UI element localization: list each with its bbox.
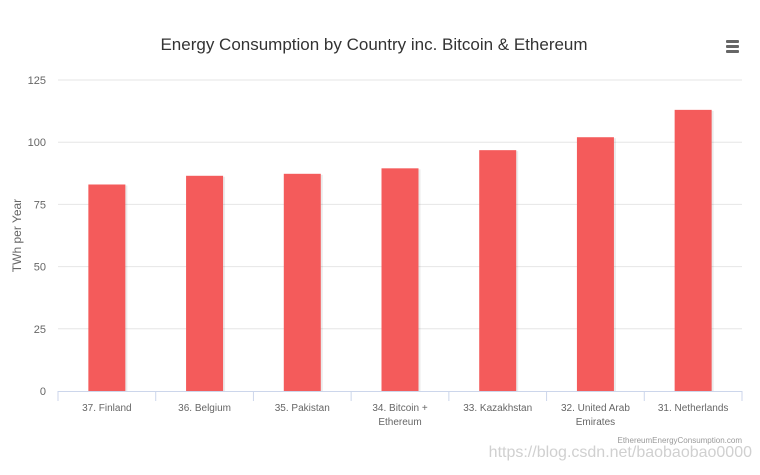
y-tick-label: 75	[34, 199, 46, 211]
y-tick-label: 125	[28, 75, 46, 87]
x-tick-label-line: 31. Netherlands	[658, 403, 729, 414]
y-tick-label: 50	[34, 262, 46, 274]
chart-title: Energy Consumption by Country inc. Bitco…	[160, 35, 587, 54]
menu-line-icon	[726, 45, 739, 48]
bar	[381, 168, 419, 391]
x-tick-label-line: Emirates	[576, 417, 615, 428]
x-tick-label: 35. Pakistan	[275, 403, 330, 414]
menu-line-icon	[726, 50, 739, 53]
chart-menu-button[interactable]	[726, 40, 740, 54]
chart-credits: EthereumEnergyConsumption.com	[617, 436, 742, 445]
x-tick-label-line: 37. Finland	[82, 403, 131, 414]
x-tick-label: 31. Netherlands	[658, 403, 729, 414]
bar	[88, 184, 126, 391]
x-tick-label-line: Ethereum	[378, 417, 421, 428]
x-tick-label-line: 32. United Arab	[561, 403, 630, 414]
x-tick-label-line: 36. Belgium	[178, 403, 231, 414]
menu-line-icon	[726, 40, 739, 43]
bar	[576, 137, 614, 391]
y-axis-label: TWh per Year	[10, 199, 24, 272]
x-tick-label-line: 33. Kazakhstan	[463, 403, 532, 414]
bar	[186, 175, 224, 391]
x-tick-label: 36. Belgium	[178, 403, 231, 414]
bar	[479, 150, 517, 391]
x-tick-label: 37. Finland	[82, 403, 131, 414]
bar	[283, 173, 321, 391]
x-tick-label-line: 35. Pakistan	[275, 403, 330, 414]
x-tick-label: 33. Kazakhstan	[463, 403, 532, 414]
x-tick-label: 34. Bitcoin + Ethereum	[372, 403, 427, 428]
y-tick-label: 100	[28, 137, 46, 149]
x-tick-label: 32. United Arab Emirates	[561, 403, 630, 428]
y-tick-label: 25	[34, 324, 46, 336]
source-watermark: https://blog.csdn.net/baobaobao0000	[488, 444, 752, 461]
x-tick-label-line: 34. Bitcoin +	[372, 403, 427, 414]
bar	[674, 109, 712, 391]
y-tick-label: 0	[40, 386, 46, 398]
